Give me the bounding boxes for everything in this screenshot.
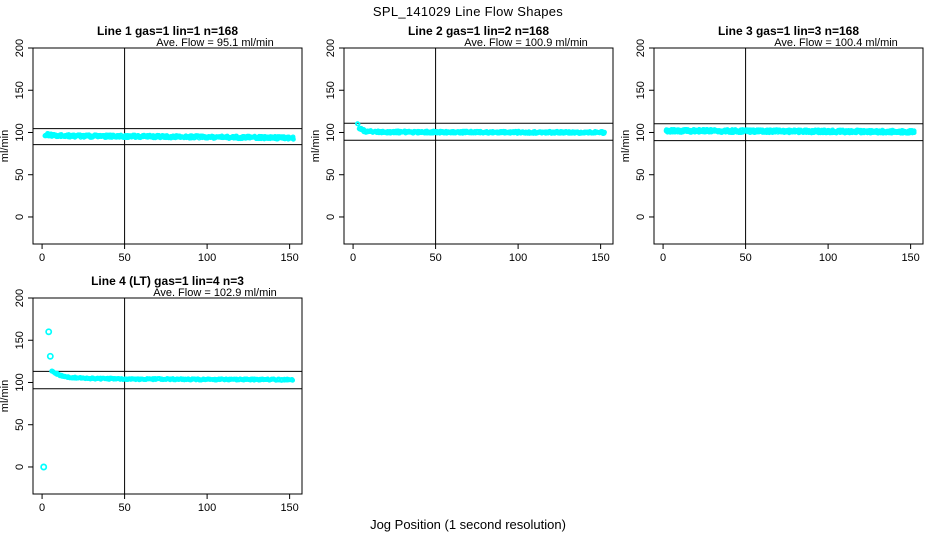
data-points [42,130,296,142]
y-tick-label: 150 [325,81,337,99]
y-tick-label: 50 [14,419,26,431]
plot-box [653,47,924,245]
y-tick-label: 150 [635,81,647,99]
y-tick-label: 50 [325,169,337,181]
ave-flow-annotation-line-1: Ave. Flow = 95.1 ml/min [156,37,274,49]
y-tick-label: 50 [635,169,647,181]
y-tick-label: 200 [14,39,26,57]
x-tick-label: 0 [660,252,666,264]
plot-contents: 0 50 100 150 0 50 100 150 200 ml/min [620,39,924,264]
plot-box [32,47,303,245]
y-tick-label: 100 [14,123,26,141]
x-tick-label: 0 [39,252,45,264]
y-axis-title: ml/min [0,380,11,412]
y-tick-label: 0 [325,214,337,220]
plot-contents: 0 50 100 150 0 50 100 150 200 ml/min [0,39,303,264]
x-tick-label: 150 [280,252,298,264]
panel-line-2: 0 50 100 150 0 50 100 150 200 ml/min Line 2 gas=1… [310,0,623,270]
x-tick-label: 50 [118,252,130,264]
panel-line-1: 0 50 100 150 0 50 100 150 200 ml/min Line 1 gas=1… [0,0,312,270]
panel-line-4: 0 50 100 150 0 50 100 150 200 ml/min Line 4 (LT) … [0,250,312,520]
x-axis-label: Jog Position (1 second resolution) [370,517,566,532]
x-tick-label: 150 [591,252,609,264]
x-tick-label: 0 [39,502,45,514]
y-tick-label: 100 [14,373,26,391]
plot-area-line-3: 0 50 100 150 0 50 100 150 200 ml/min [620,39,924,264]
y-tick-label: 100 [325,123,337,141]
y-tick-label: 0 [14,214,26,220]
y-axis-title: ml/min [0,130,11,162]
plot-box [343,47,614,245]
plot-box [32,297,303,495]
panel-title-line-3: Line 3 gas=1 lin=3 n=168 [717,24,860,38]
plot-area-line-2: 0 50 100 150 0 50 100 150 200 ml/min [310,39,614,264]
x-tick-label: 100 [509,252,527,264]
panel-line-3: 0 50 100 150 0 50 100 150 200 ml/min Line 3 gas=1… [620,0,933,270]
panel-title-line-4: Line 4 (LT) gas=1 lin=4 n=3 [91,274,244,288]
x-tick-label: 50 [118,502,130,514]
ave-flow-annotation-line-3: Ave. Flow = 100.4 ml/min [774,37,898,49]
outlier-point [45,328,53,336]
y-tick-label: 50 [14,169,26,181]
plot-area-line-1: 0 50 100 150 0 50 100 150 200 ml/min [0,39,303,264]
x-tick-label: 50 [739,252,751,264]
panel-title-line-2: Line 2 gas=1 lin=2 n=168 [407,24,550,38]
x-tick-label: 150 [901,252,919,264]
outlier-point [46,352,54,360]
x-tick-label: 150 [280,502,298,514]
plot-contents: 0 50 100 150 0 50 100 150 200 ml/min [310,39,614,264]
y-tick-label: 200 [325,39,337,57]
outlier-point [40,463,48,471]
ave-flow-annotation-line-2: Ave. Flow = 100.9 ml/min [464,37,588,49]
y-tick-label: 200 [635,39,647,57]
plot-area-line-4: 0 50 100 150 0 50 100 150 200 ml/min [0,289,303,514]
x-tick-label: 50 [429,252,441,264]
y-axis-title: ml/min [620,130,632,162]
panel-title-line-1: Line 1 gas=1 lin=1 n=168 [96,24,239,38]
y-tick-label: 150 [14,81,26,99]
ave-flow-annotation-line-4: Ave. Flow = 102.9 ml/min [153,287,277,299]
data-points [40,328,296,471]
y-tick-label: 150 [14,331,26,349]
page-title: SPL_141029 Line Flow Shapes [372,4,564,19]
x-tick-label: 0 [350,252,356,264]
data-points [355,121,607,136]
y-tick-label: 200 [14,289,26,307]
plot-contents: 0 50 100 150 0 50 100 150 200 ml/min [0,289,303,514]
x-tick-label: 100 [819,252,837,264]
y-tick-label: 0 [14,464,26,470]
y-tick-label: 100 [635,123,647,141]
y-tick-label: 0 [635,214,647,220]
y-axis-title: ml/min [310,130,322,162]
x-tick-label: 100 [198,502,216,514]
x-tick-label: 100 [198,252,216,264]
data-points [663,126,917,136]
